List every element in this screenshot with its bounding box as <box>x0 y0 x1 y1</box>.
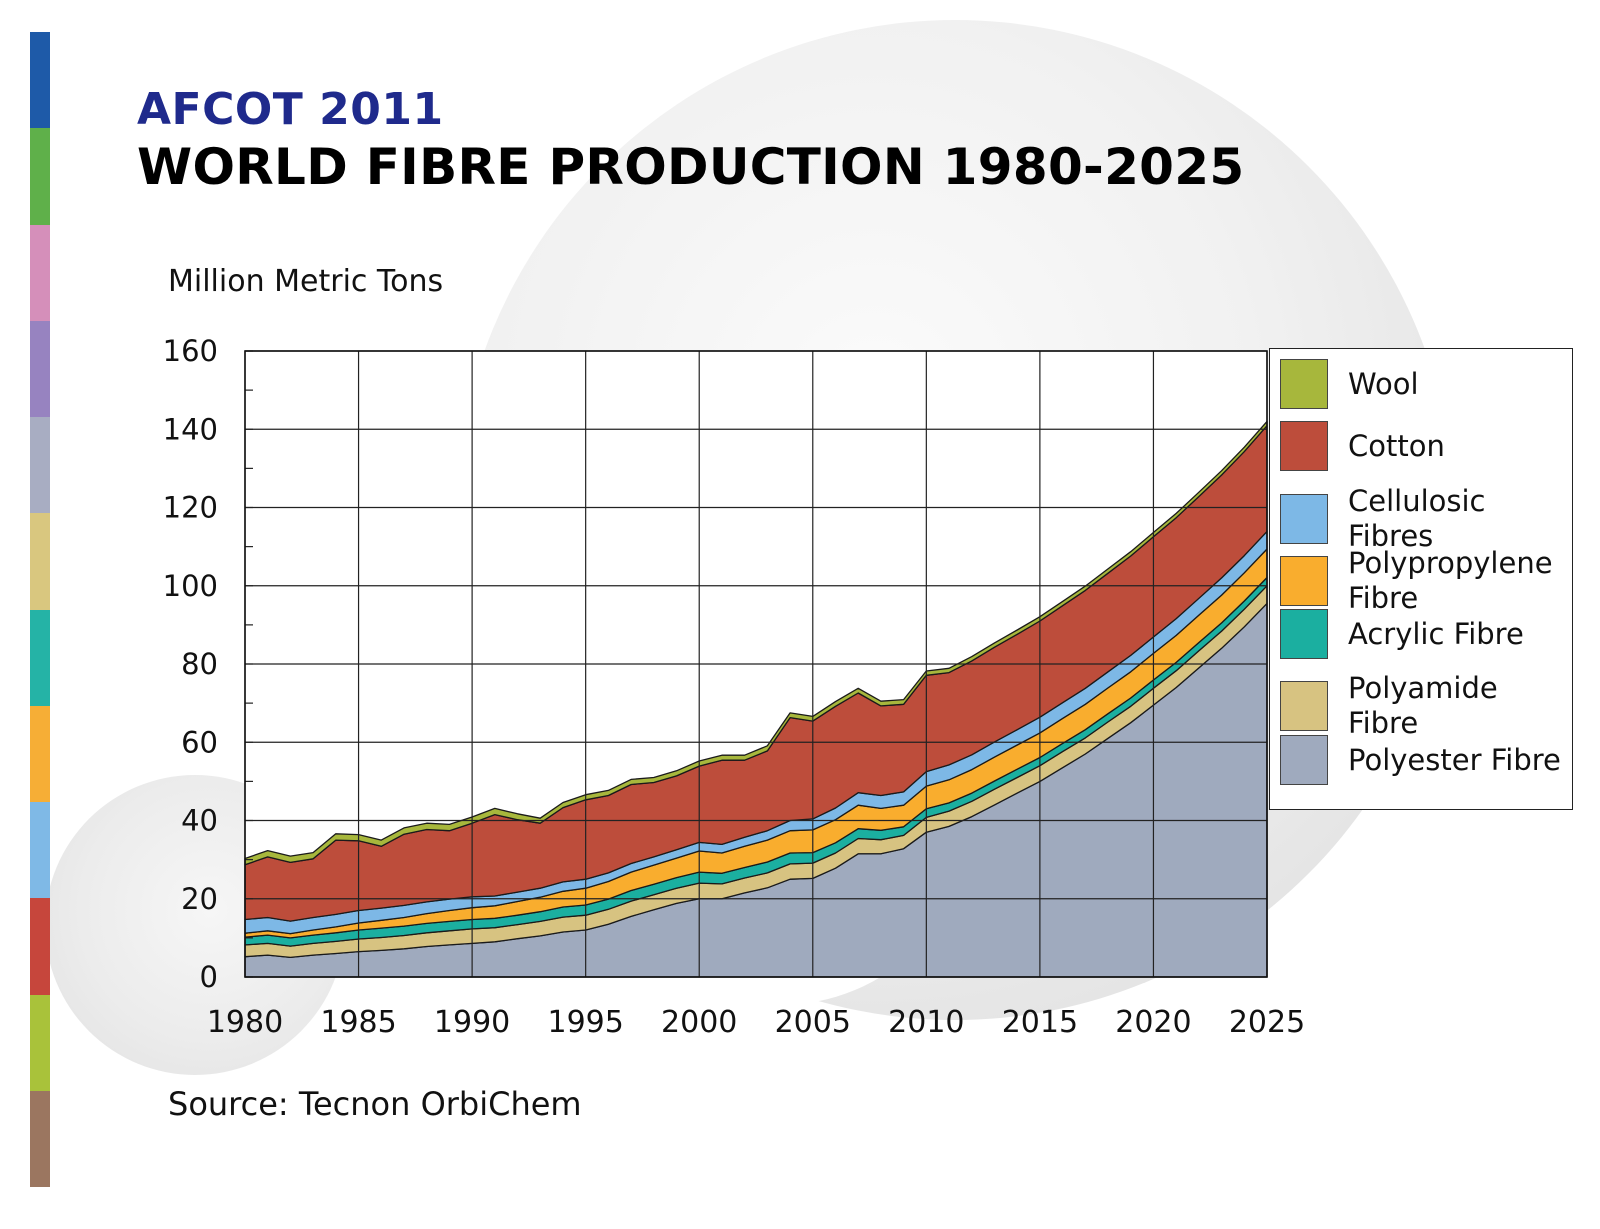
legend-item: Polyester Fibre <box>1280 735 1568 785</box>
stripe-segment <box>30 32 50 129</box>
y-tick-label: 80 <box>181 647 218 681</box>
legend-item: Cotton <box>1280 421 1568 471</box>
y-tick-label: 160 <box>163 334 218 368</box>
stripe-segment <box>30 224 50 321</box>
legend-item: Wool <box>1280 359 1568 409</box>
x-tick-label: 1980 <box>207 1005 283 1040</box>
x-tick-label: 2000 <box>661 1005 737 1040</box>
stripe-segment <box>30 898 50 995</box>
legend-swatch <box>1280 359 1328 409</box>
y-axis-label: Million Metric Tons <box>168 264 444 299</box>
legend-swatch <box>1280 735 1328 785</box>
legend-swatch <box>1280 493 1328 544</box>
stripe-segment <box>30 705 50 802</box>
legend-label: Polypropylene Fibre <box>1348 546 1553 615</box>
legend-label: Acrylic Fibre <box>1348 616 1524 651</box>
stripe-segment <box>30 609 50 706</box>
y-tick-label: 140 <box>163 412 218 446</box>
legend-label: Polyester Fibre <box>1348 742 1561 777</box>
legend-item: Polypropylene Fibre <box>1280 546 1568 616</box>
y-tick-label: 60 <box>181 725 218 759</box>
stripe-segment <box>30 513 50 610</box>
x-tick-label: 1985 <box>320 1005 396 1040</box>
legend-label: Polyamide Fibre <box>1348 671 1498 740</box>
source-note: Source: Tecnon OrbiChem <box>168 1085 582 1123</box>
legend-swatch <box>1280 609 1328 659</box>
y-tick-label: 100 <box>163 569 218 603</box>
legend-label: Cellulosic Fibres <box>1348 484 1486 553</box>
y-axis-ticks: 0 20 40 60 80 100 120 140 160 <box>163 334 218 994</box>
x-tick-label: 2005 <box>775 1005 851 1040</box>
x-tick-label: 1995 <box>547 1005 623 1040</box>
color-stripe-bar <box>30 32 50 1187</box>
legend-label: Wool <box>1348 366 1419 401</box>
legend-item: Polyamide Fibre <box>1280 671 1568 741</box>
stripe-segment <box>30 1090 50 1187</box>
legend-swatch <box>1280 680 1328 731</box>
chart-grid <box>244 350 1268 978</box>
x-tick-label: 2025 <box>1229 1005 1305 1040</box>
legend-item: Acrylic Fibre <box>1280 609 1568 659</box>
x-tick-label: 2020 <box>1115 1005 1191 1040</box>
y-tick-label: 40 <box>181 804 218 838</box>
chart-title: WORLD FIBRE PRODUCTION 1980-2025 <box>137 138 1245 196</box>
x-tick-label: 2015 <box>1002 1005 1078 1040</box>
stripe-segment <box>30 320 50 417</box>
report-supertitle: AFCOT 2011 <box>137 84 444 135</box>
legend-swatch <box>1280 555 1328 606</box>
x-axis-ticks: 1980 1985 1990 1995 2000 2005 2010 2015 2020 2025 <box>207 1005 1305 1040</box>
legend-swatch <box>1280 421 1328 471</box>
legend-label: Cotton <box>1348 428 1445 463</box>
stripe-segment <box>30 128 50 225</box>
y-tick-label: 120 <box>163 491 218 525</box>
legend-item: Cellulosic Fibres <box>1280 484 1568 554</box>
x-tick-label: 1990 <box>434 1005 510 1040</box>
x-tick-label: 2010 <box>888 1005 964 1040</box>
stripe-segment <box>30 994 50 1091</box>
stripe-segment <box>30 417 50 514</box>
y-tick-label: 20 <box>181 882 218 916</box>
y-tick-label: 0 <box>200 960 218 994</box>
chart-legend: Wool Cotton Cellulosic Fibres Polypropylene… <box>1269 348 1573 810</box>
stripe-segment <box>30 802 50 899</box>
plot-frame <box>244 350 1268 978</box>
